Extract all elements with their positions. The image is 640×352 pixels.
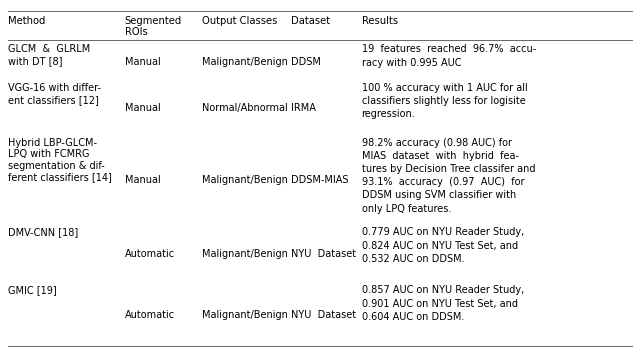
Text: GMIC [19]: GMIC [19] [8, 285, 56, 295]
Text: 100 % accuracy with 1 AUC for all
classifiers slightly less for logisite
regress: 100 % accuracy with 1 AUC for all classi… [362, 83, 527, 119]
Text: Output Classes: Output Classes [202, 16, 277, 26]
Text: Malignant/Benign: Malignant/Benign [202, 57, 287, 67]
Text: DDSM: DDSM [291, 57, 321, 67]
Text: VGG-16 with differ-
ent classifiers [12]: VGG-16 with differ- ent classifiers [12] [8, 83, 100, 105]
Text: Malignant/Benign: Malignant/Benign [202, 249, 287, 259]
Text: Manual: Manual [125, 103, 161, 113]
Text: 0.857 AUC on NYU Reader Study,
0.901 AUC on NYU Test Set, and
0.604 AUC on DDSM.: 0.857 AUC on NYU Reader Study, 0.901 AUC… [362, 285, 524, 322]
Text: Manual: Manual [125, 57, 161, 67]
Text: DDSM-MIAS: DDSM-MIAS [291, 175, 349, 186]
Text: IRMA: IRMA [291, 103, 316, 113]
Text: GLCM  &  GLRLM
with DT [8]: GLCM & GLRLM with DT [8] [8, 44, 90, 66]
Text: Hybrid LBP-GLCM-
LPQ with FCMRG
segmentation & dif-
ferent classifiers [14]: Hybrid LBP-GLCM- LPQ with FCMRG segmenta… [8, 138, 111, 182]
Text: Dataset: Dataset [291, 16, 330, 26]
Text: Malignant/Benign: Malignant/Benign [202, 175, 287, 186]
Text: NYU  Dataset: NYU Dataset [291, 309, 356, 320]
Text: Automatic: Automatic [125, 249, 175, 259]
Text: NYU  Dataset: NYU Dataset [291, 249, 356, 259]
Text: Normal/Abnormal: Normal/Abnormal [202, 103, 287, 113]
Text: Method: Method [8, 16, 45, 26]
Text: 0.779 AUC on NYU Reader Study,
0.824 AUC on NYU Test Set, and
0.532 AUC on DDSM.: 0.779 AUC on NYU Reader Study, 0.824 AUC… [362, 227, 524, 264]
Text: Segmented
ROIs: Segmented ROIs [125, 16, 182, 37]
Text: 98.2% accuracy (0.98 AUC) for
MIAS  dataset  with  hybrid  fea-
tures by Decisio: 98.2% accuracy (0.98 AUC) for MIAS datas… [362, 138, 535, 214]
Text: Manual: Manual [125, 175, 161, 186]
Text: Automatic: Automatic [125, 309, 175, 320]
Text: DMV-CNN [18]: DMV-CNN [18] [8, 227, 78, 237]
Text: 19  features  reached  96.7%  accu-
racy with 0.995 AUC: 19 features reached 96.7% accu- racy wit… [362, 44, 536, 68]
Text: Results: Results [362, 16, 397, 26]
Text: Malignant/Benign: Malignant/Benign [202, 309, 287, 320]
